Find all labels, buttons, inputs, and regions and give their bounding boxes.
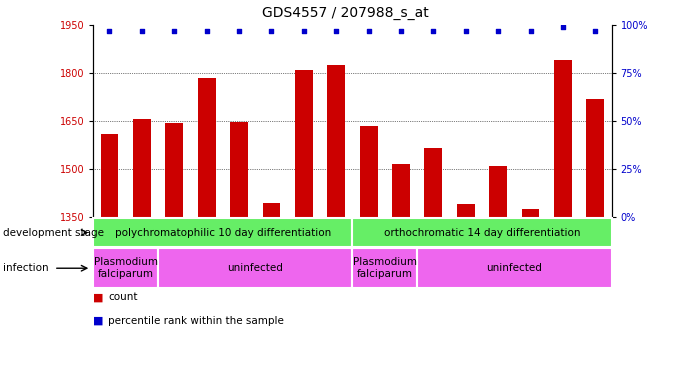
Text: polychromatophilic 10 day differentiation: polychromatophilic 10 day differentiatio… [115,227,331,238]
Bar [457,204,475,217]
Point [299,28,310,34]
Text: uninfected: uninfected [227,263,283,273]
Bar [198,78,216,217]
Text: Plasmodium
falciparum: Plasmodium falciparum [94,257,158,279]
Text: count: count [108,292,138,302]
Text: GDS4557 / 207988_s_at: GDS4557 / 207988_s_at [262,6,429,20]
Bar [165,122,183,217]
Text: infection: infection [3,263,49,273]
Bar [230,122,248,217]
Point [395,28,406,34]
Bar [587,99,604,217]
Point [363,28,374,34]
Point [201,28,212,34]
Bar [263,203,281,217]
Point [234,28,245,34]
Point [136,28,147,34]
Point [169,28,180,34]
Point [428,28,439,34]
Bar [424,148,442,217]
Bar [101,134,118,217]
Text: ■: ■ [93,316,104,326]
Point [460,28,471,34]
Point [104,28,115,34]
Bar [133,119,151,217]
Point [558,24,569,30]
Bar [522,209,540,217]
Text: ■: ■ [93,292,104,302]
Text: orthochromatic 14 day differentiation: orthochromatic 14 day differentiation [384,227,580,238]
Bar [489,166,507,217]
Point [266,28,277,34]
Bar [328,65,345,217]
Point [525,28,536,34]
Bar [392,164,410,217]
Point [590,28,601,34]
Text: percentile rank within the sample: percentile rank within the sample [108,316,285,326]
Text: development stage: development stage [3,227,104,238]
Point [331,28,342,34]
Text: Plasmodium
falciparum: Plasmodium falciparum [353,257,417,279]
Bar [295,70,313,217]
Bar [360,126,377,217]
Point [493,28,504,34]
Text: uninfected: uninfected [486,263,542,273]
Bar [554,60,572,217]
